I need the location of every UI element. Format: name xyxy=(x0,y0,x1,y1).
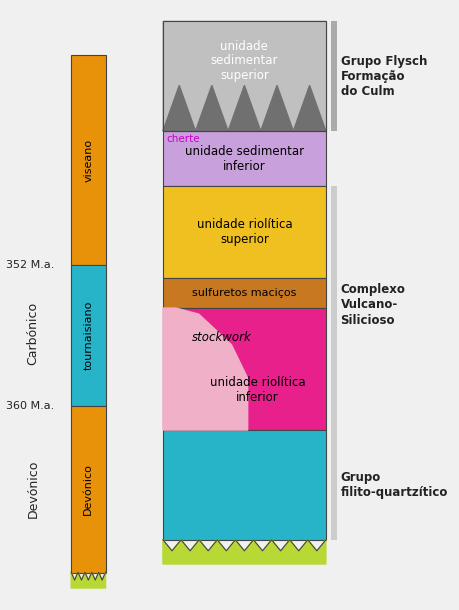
Text: 360 M.a.: 360 M.a. xyxy=(6,401,54,411)
Polygon shape xyxy=(163,308,248,430)
Text: tournaisiano: tournaisiano xyxy=(84,301,93,370)
Text: Carbónico: Carbónico xyxy=(27,302,39,365)
Bar xyxy=(331,21,337,131)
Bar xyxy=(163,21,326,131)
Text: unidade sedimentar
inferior: unidade sedimentar inferior xyxy=(185,145,304,173)
Polygon shape xyxy=(163,540,326,564)
Bar xyxy=(331,186,337,540)
Bar xyxy=(71,55,106,265)
Bar xyxy=(163,308,326,430)
Text: viseano: viseano xyxy=(84,138,93,182)
Text: unidade
sedimentar
superior: unidade sedimentar superior xyxy=(211,40,278,82)
Text: Complexo
Vulcano-
Silicioso: Complexo Vulcano- Silicioso xyxy=(341,284,405,326)
Text: 352 M.a.: 352 M.a. xyxy=(6,260,54,270)
Text: stockwork: stockwork xyxy=(192,331,252,344)
Text: unidade riolítica
superior: unidade riolítica superior xyxy=(196,218,292,246)
Text: Grupo Flysch
Formação
do Culm: Grupo Flysch Formação do Culm xyxy=(341,55,427,98)
Bar xyxy=(163,21,326,131)
Text: Devónico: Devónico xyxy=(27,460,39,518)
Text: unidade riolítica
inferior: unidade riolítica inferior xyxy=(210,376,305,404)
Bar xyxy=(163,186,326,278)
Polygon shape xyxy=(71,572,106,588)
Polygon shape xyxy=(163,21,326,131)
Bar xyxy=(163,430,326,540)
Bar xyxy=(163,131,326,186)
Text: Devónico: Devónico xyxy=(84,464,93,515)
Bar xyxy=(71,406,106,573)
Text: sulfuretos maciços: sulfuretos maciços xyxy=(192,288,297,298)
Bar xyxy=(71,265,106,406)
Text: Grupo
filito-quartzítico: Grupo filito-quartzítico xyxy=(341,471,448,499)
Bar xyxy=(163,278,326,308)
Text: cherte: cherte xyxy=(167,134,200,144)
Polygon shape xyxy=(163,85,326,131)
